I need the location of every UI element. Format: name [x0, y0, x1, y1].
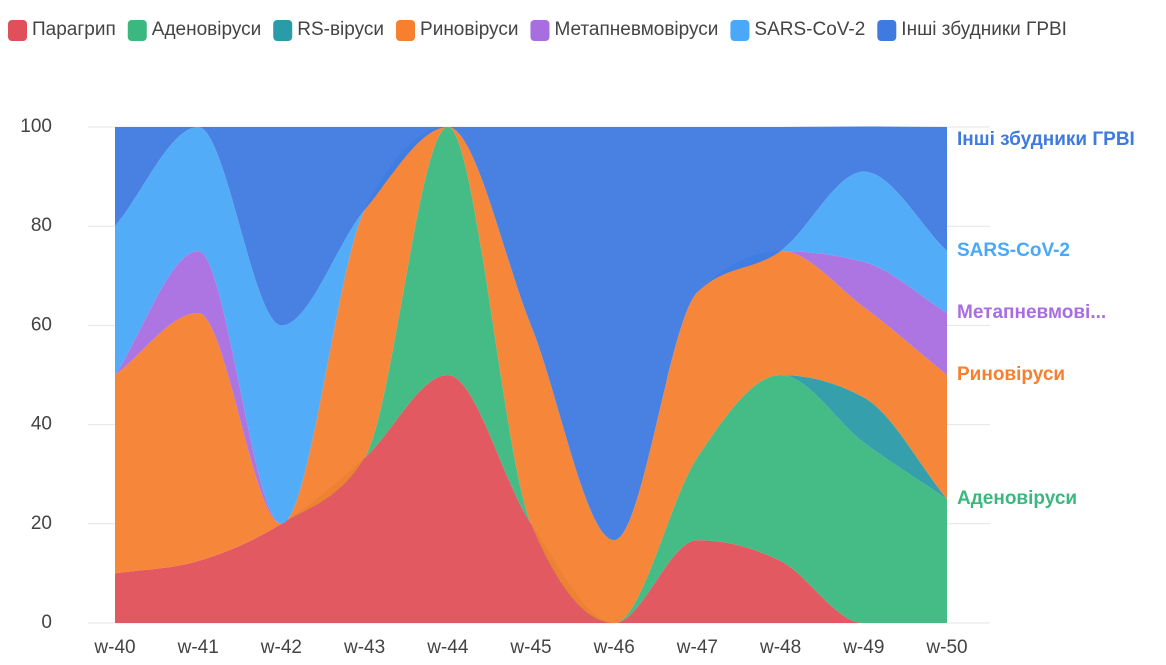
x-tick-label: w-42 — [260, 637, 302, 658]
end-label: Риновіруси — [957, 364, 1065, 385]
y-tick-label: 60 — [31, 314, 52, 335]
area — [115, 127, 947, 541]
end-label: Аденовіруси — [957, 488, 1077, 509]
legend-item: RS-віруси — [273, 19, 384, 41]
x-tick-label: w-48 — [759, 637, 801, 658]
end-label: SARS-CoV-2 — [957, 240, 1070, 261]
x-tick-label: w-45 — [509, 637, 551, 658]
legend-item: SARS-CoV-2 — [730, 19, 865, 41]
legend-swatch — [273, 20, 293, 41]
x-tick-label: w-46 — [593, 637, 635, 658]
end-label: Інші збудники ГРВІ — [957, 129, 1135, 150]
y-tick-label: 100 — [20, 116, 52, 137]
legend-label: RS-віруси — [297, 19, 384, 40]
legend-label: Аденовіруси — [152, 19, 261, 40]
legend-item: Метапневмовіруси — [530, 19, 718, 41]
legend-item: Риновіруси — [396, 19, 518, 41]
legend-label: Риновіруси — [420, 19, 518, 40]
x-tick-label: w-49 — [842, 637, 884, 658]
legend-item: Аденовіруси — [127, 19, 261, 41]
y-tick-label: 80 — [31, 215, 52, 236]
y-tick-label: 40 — [31, 414, 52, 435]
area — [115, 127, 947, 623]
legend-label: SARS-CoV-2 — [754, 19, 865, 40]
legend-swatch — [730, 20, 750, 41]
legend-item: Інші збудники ГРВІ — [877, 19, 1067, 41]
x-tick-label: w-47 — [676, 637, 718, 658]
legend-item: Парагрип — [8, 19, 116, 41]
legend-swatch — [877, 20, 897, 41]
x-tick-label: w-40 — [93, 637, 135, 658]
y-tick-label: 20 — [31, 513, 52, 534]
x-tick-label: w-44 — [426, 637, 469, 658]
area — [115, 375, 947, 623]
legend-swatch — [127, 20, 147, 41]
legend-swatch — [530, 20, 550, 41]
legend-swatch — [8, 20, 27, 41]
end-label: Метапневмові... — [957, 302, 1106, 323]
legend-label: Інші збудники ГРВІ — [901, 19, 1067, 40]
x-tick-label: w-41 — [177, 637, 219, 658]
legend-label: Метапневмовіруси — [554, 19, 718, 40]
x-tick-label: w-43 — [343, 637, 385, 658]
legend-label: Парагрип — [32, 19, 116, 40]
legend-swatch — [396, 20, 416, 41]
area — [115, 126, 947, 541]
x-tick-label: w-50 — [925, 637, 967, 658]
y-tick-label: 0 — [41, 612, 52, 633]
